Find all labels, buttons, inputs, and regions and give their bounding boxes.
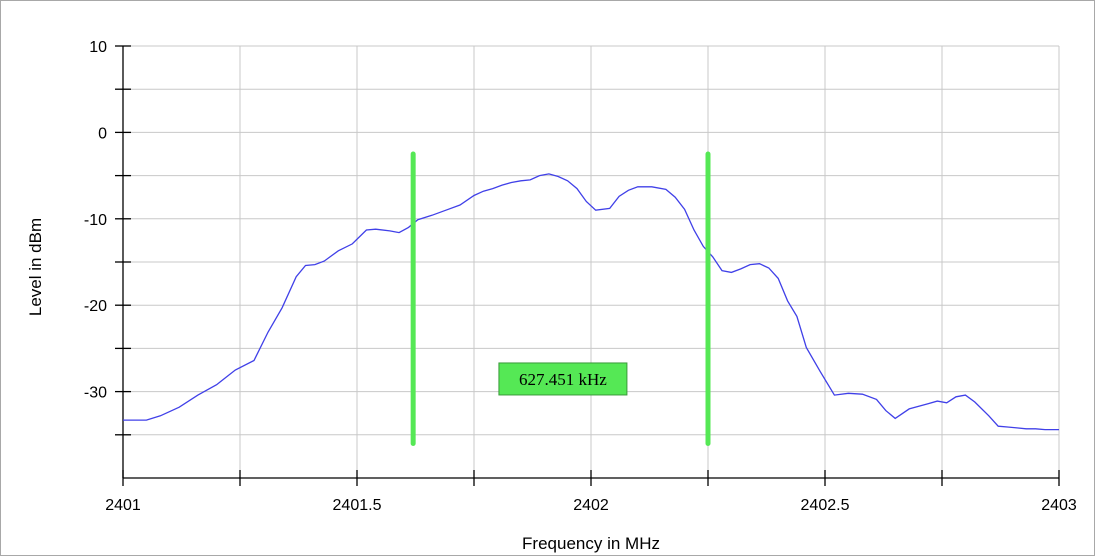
bandwidth-annotation: 627.451 kHz [498, 362, 628, 396]
y-tick-label: -20 [84, 298, 107, 315]
y-tick-label: 0 [98, 125, 107, 142]
y-tick-label: 10 [89, 39, 107, 56]
x-tick-label: 2401 [105, 497, 141, 514]
markers-group [410, 151, 711, 446]
y-tick-label: -30 [84, 385, 107, 402]
x-tick-label: 2402 [573, 497, 609, 514]
x-tick-labels: 2401 2401.5 2402 2402.5 2403 [105, 497, 1077, 514]
y-tick-labels: 10 0 -10 -20 -30 [84, 39, 107, 402]
axes [115, 45, 1060, 486]
x-tick-label: 2401.5 [333, 497, 382, 514]
x-tick-label: 2403 [1041, 497, 1077, 514]
bandwidth-box [498, 362, 628, 396]
y-tick-label: -10 [84, 212, 107, 229]
x-axis-title: Frequency in MHz [522, 534, 660, 553]
series-group [123, 173, 1059, 431]
x-tick-label: 2402.5 [801, 497, 850, 514]
grid [122, 45, 1060, 478]
spectrum-line [123, 173, 1059, 431]
y-axis-title: Level in dBm [26, 218, 45, 316]
bandwidth-label: 627.451 kHz [519, 370, 607, 389]
